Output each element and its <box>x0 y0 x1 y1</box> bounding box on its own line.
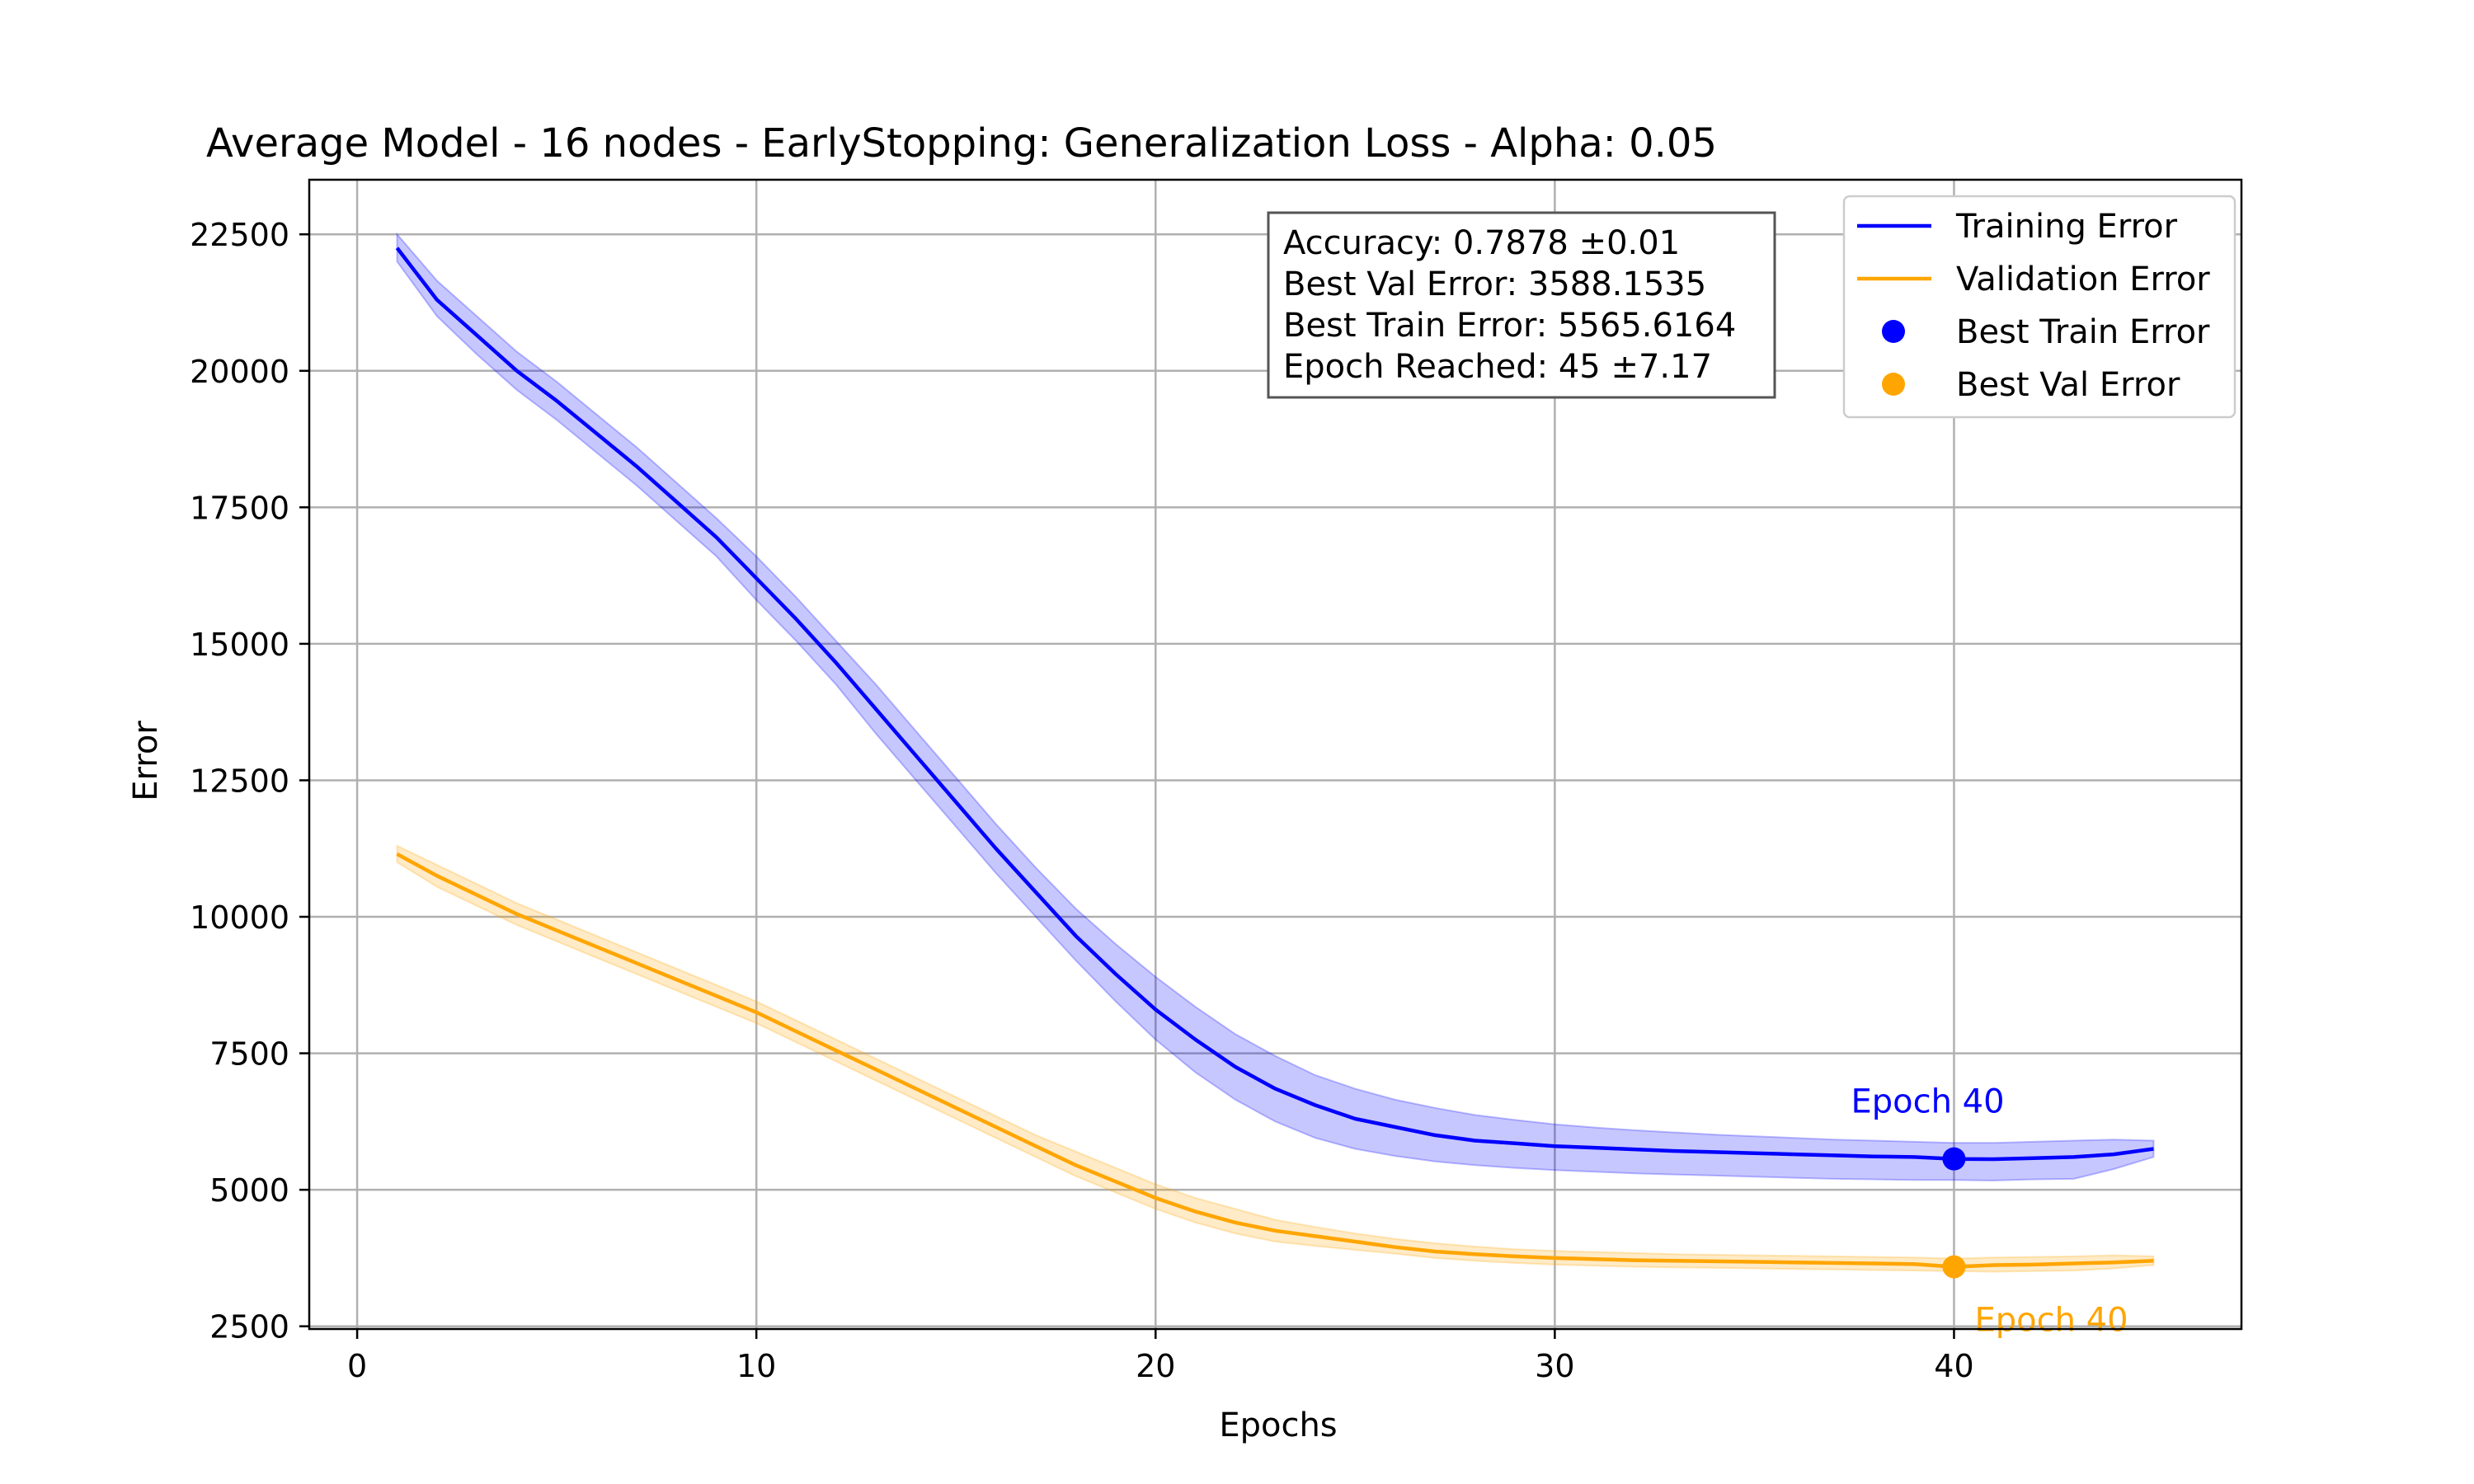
x-tick-label: 0 <box>347 1348 367 1384</box>
error-bands <box>396 232 2155 1273</box>
info-box-frame <box>1267 211 1776 399</box>
x-axis-label: Epochs <box>1219 1407 1337 1444</box>
chart-title: Average Model - 16 nodes - EarlyStopping… <box>206 120 1717 167</box>
info-line: Best Train Error: 5565.6164 <box>1283 307 1736 345</box>
best-point-marker <box>1942 1147 1966 1171</box>
y-axis-label: Error <box>127 721 165 801</box>
y-axis-ticks: 2500 5000 7500 10000 12500 15000 17500 20000 225… <box>190 217 309 1345</box>
y-tick-label: 20000 <box>190 354 289 390</box>
y-tick-label: 5000 <box>209 1172 289 1209</box>
y-tick-label: 12500 <box>190 763 289 799</box>
x-axis-ticks: 0 10 20 30 40 <box>347 1329 1974 1384</box>
error-band <box>396 232 2155 1181</box>
series-line <box>396 852 2154 1269</box>
y-tick-label: 17500 <box>190 490 289 526</box>
best-point-marker <box>1942 1255 1966 1279</box>
x-tick-label: 10 <box>736 1348 776 1384</box>
y-tick-label: 22500 <box>190 217 289 253</box>
series-line <box>395 247 2154 1162</box>
x-tick-label: 30 <box>1535 1348 1574 1384</box>
y-tick-label: 2500 <box>209 1309 289 1345</box>
info-line: Epoch Reached: 45 ±7.17 <box>1283 348 1712 386</box>
legend-dot-swatch <box>1882 320 1905 343</box>
info-line: Best Val Error: 3588.1535 <box>1283 265 1706 303</box>
legend-label: Validation Error <box>1956 261 2210 298</box>
error-band <box>396 844 2155 1273</box>
legend-label: Best Train Error <box>1956 313 2210 351</box>
x-tick-label: 40 <box>1934 1348 1973 1384</box>
y-tick-label: 10000 <box>190 899 289 936</box>
plot-frame <box>308 178 2243 1331</box>
legend: Training Error Validation Error Best Train… <box>1842 195 2236 419</box>
epoch-annotation: Epoch 40 <box>1974 1302 2128 1340</box>
series-lines <box>395 247 2154 1269</box>
epoch-annotation: Epoch 40 <box>1851 1083 2004 1121</box>
info-line: Accuracy: 0.7878 ±0.01 <box>1283 224 1680 262</box>
legend-label: Best Val Error <box>1956 366 2180 404</box>
legend-label: Training Error <box>1955 208 2178 246</box>
legend-dot-swatch <box>1882 373 1905 396</box>
y-tick-label: 15000 <box>190 627 289 663</box>
x-tick-label: 20 <box>1136 1348 1175 1384</box>
legend-frame <box>1842 195 2236 419</box>
best-points: Epoch 40 Epoch 40 <box>1851 1083 2128 1340</box>
y-tick-label: 7500 <box>209 1036 289 1073</box>
